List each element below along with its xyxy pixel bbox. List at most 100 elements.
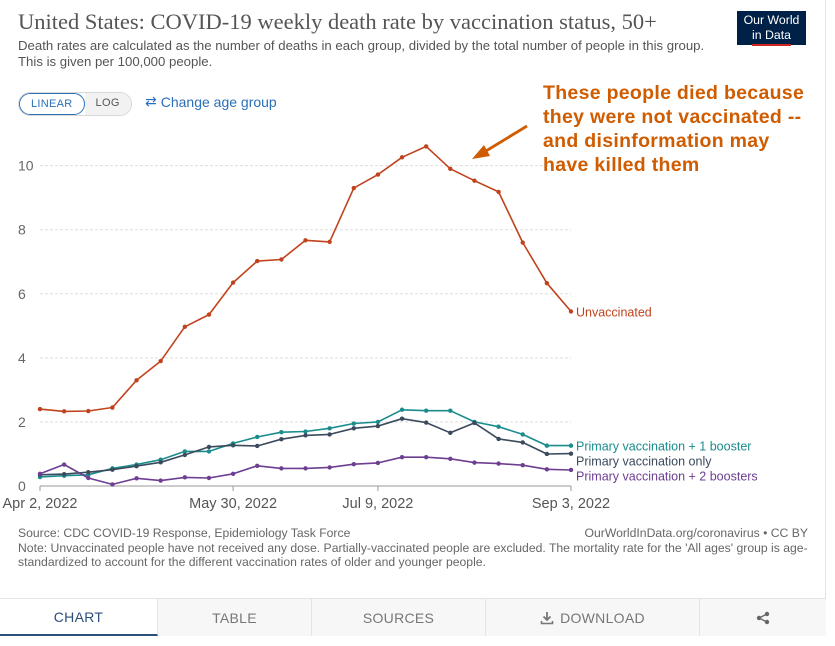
data-point <box>182 452 188 458</box>
data-point <box>86 475 91 481</box>
data-point <box>472 178 477 183</box>
data-point <box>544 451 550 457</box>
data-point <box>279 437 284 442</box>
data-point <box>496 436 501 442</box>
x-tick-label: Jul 9, 2022 <box>342 496 413 512</box>
data-point <box>448 456 453 461</box>
data-point <box>448 166 453 172</box>
data-point <box>399 454 405 460</box>
series-label: Primary vaccination + 1 booster <box>576 440 751 454</box>
data-point <box>134 378 139 383</box>
x-tick-label: Sep 3, 2022 <box>532 496 610 512</box>
data-point <box>110 467 115 472</box>
scale-toggle: LINEAR LOG <box>18 92 132 116</box>
data-point <box>399 155 405 160</box>
logo-line-1: Our World <box>743 13 800 27</box>
data-point <box>399 416 405 421</box>
data-point <box>423 420 429 425</box>
chart-footer: Source: CDC COVID-19 Response, Epidemiol… <box>18 526 808 569</box>
chart-title: United States: COVID-19 weekly death rat… <box>18 9 657 34</box>
download-icon <box>540 611 554 624</box>
data-point <box>520 440 525 445</box>
tab-table-label: TABLE <box>212 609 257 626</box>
data-point <box>496 189 501 195</box>
y-tick-label: 2 <box>18 414 26 430</box>
data-point <box>375 419 381 425</box>
series-line <box>39 145 572 413</box>
chart-subtitle: Death rates are calculated as the number… <box>18 38 705 69</box>
y-tick-label: 8 <box>18 222 26 238</box>
series-line <box>39 456 572 486</box>
series-0 <box>37 144 574 414</box>
data-point <box>351 426 356 431</box>
data-point <box>61 462 67 467</box>
tab-share[interactable] <box>700 599 826 636</box>
data-point <box>134 476 139 481</box>
note-text: Note: Unvaccinated people have not recei… <box>18 541 808 569</box>
data-point <box>448 408 453 413</box>
data-point <box>86 470 91 475</box>
series-3 <box>37 454 574 487</box>
line-chart: 0 2 4 6 8 10 Apr 2, 2022 May 30, 2022 Jul 9, 20… <box>3 124 758 512</box>
tab-download-label: DOWNLOAD <box>560 609 645 626</box>
grid-lines <box>40 165 571 423</box>
data-point <box>375 423 381 429</box>
data-point <box>255 463 260 469</box>
data-point <box>255 443 260 449</box>
log-scale-button[interactable]: LOG <box>84 93 131 115</box>
data-point <box>327 426 332 431</box>
tab-chart-label: CHART <box>53 608 104 625</box>
linear-scale-button[interactable]: LINEAR <box>19 93 85 115</box>
data-point <box>206 312 212 317</box>
x-tick-label: May 30, 2022 <box>189 496 277 512</box>
share-icon <box>756 611 770 624</box>
change-age-group-label: Change age group <box>160 93 277 110</box>
data-point <box>182 475 188 480</box>
y-axis-ticks: 0 2 4 6 8 10 <box>18 158 34 494</box>
data-point <box>206 444 212 450</box>
data-point <box>568 451 574 456</box>
x-axis: Apr 2, 2022 May 30, 2022 Jul 9, 2022 Sep 3,… <box>3 485 610 512</box>
data-point <box>303 433 308 438</box>
data-point <box>158 358 163 364</box>
data-point <box>520 432 525 437</box>
y-tick-label: 10 <box>18 158 34 174</box>
data-point <box>279 429 284 435</box>
data-point <box>351 185 356 191</box>
tab-table[interactable]: TABLE <box>158 599 312 636</box>
series-label: Primary vaccination only <box>576 455 712 469</box>
credit-link[interactable]: OurWorldInData.org/coronavirus • CC BY <box>584 526 809 540</box>
data-point <box>230 280 236 285</box>
y-tick-label: 4 <box>18 350 26 366</box>
data-point <box>279 466 284 471</box>
data-point <box>423 408 429 413</box>
data-point <box>61 409 67 414</box>
data-point <box>37 406 43 412</box>
data-point <box>158 460 163 465</box>
tab-chart[interactable]: CHART <box>0 599 158 636</box>
y-tick-label: 6 <box>18 286 26 302</box>
chart-annotation: These people died because they were not … <box>543 82 805 176</box>
data-point <box>110 405 115 410</box>
data-point <box>303 238 308 243</box>
data-point <box>255 258 260 264</box>
data-point <box>375 172 381 177</box>
data-point <box>568 443 574 448</box>
tab-download[interactable]: DOWNLOAD <box>486 599 700 636</box>
owid-logo[interactable]: Our World in Data <box>737 11 806 46</box>
arrow-shaft <box>480 124 528 156</box>
arrow-head <box>472 145 490 159</box>
series-label: Primary vaccination + 2 boosters <box>576 470 758 484</box>
data-point <box>544 443 550 448</box>
y-tick-label: 0 <box>18 478 26 494</box>
data-point <box>375 460 381 466</box>
data-point <box>303 429 308 434</box>
change-age-group-button[interactable]: ⇄ Change age group <box>145 93 277 110</box>
data-point <box>61 471 67 477</box>
data-point <box>544 281 550 286</box>
tab-sources[interactable]: SOURCES <box>312 599 486 636</box>
data-point <box>230 443 236 448</box>
data-point <box>182 449 188 454</box>
data-point <box>568 309 574 314</box>
data-point <box>279 257 284 262</box>
